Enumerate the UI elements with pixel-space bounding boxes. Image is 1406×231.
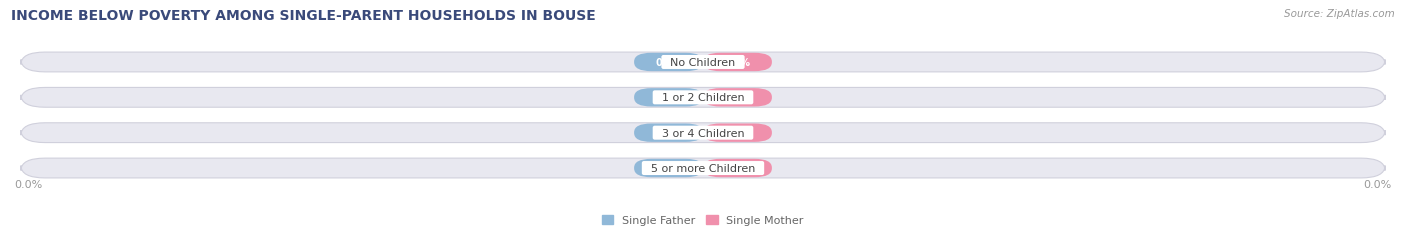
FancyBboxPatch shape: [21, 53, 1385, 73]
Text: No Children: No Children: [664, 58, 742, 68]
FancyBboxPatch shape: [634, 124, 703, 142]
FancyBboxPatch shape: [703, 124, 772, 142]
Text: 0.0%: 0.0%: [724, 163, 751, 173]
FancyBboxPatch shape: [703, 159, 772, 177]
Text: 0.0%: 0.0%: [1364, 179, 1392, 189]
Text: INCOME BELOW POVERTY AMONG SINGLE-PARENT HOUSEHOLDS IN BOUSE: INCOME BELOW POVERTY AMONG SINGLE-PARENT…: [11, 9, 596, 23]
FancyBboxPatch shape: [703, 89, 772, 107]
FancyBboxPatch shape: [634, 159, 703, 177]
Text: 0.0%: 0.0%: [724, 58, 751, 68]
FancyBboxPatch shape: [21, 123, 1385, 143]
Text: 0.0%: 0.0%: [724, 128, 751, 138]
Text: 0.0%: 0.0%: [655, 163, 682, 173]
Text: Source: ZipAtlas.com: Source: ZipAtlas.com: [1284, 9, 1395, 19]
Text: 0.0%: 0.0%: [655, 58, 682, 68]
FancyBboxPatch shape: [21, 88, 1385, 108]
Text: 3 or 4 Children: 3 or 4 Children: [655, 128, 751, 138]
Text: 0.0%: 0.0%: [655, 128, 682, 138]
Text: 0.0%: 0.0%: [655, 93, 682, 103]
Text: 0.0%: 0.0%: [724, 93, 751, 103]
FancyBboxPatch shape: [634, 89, 703, 107]
Text: 1 or 2 Children: 1 or 2 Children: [655, 93, 751, 103]
FancyBboxPatch shape: [634, 54, 703, 72]
FancyBboxPatch shape: [21, 158, 1385, 178]
Text: 5 or more Children: 5 or more Children: [644, 163, 762, 173]
FancyBboxPatch shape: [703, 54, 772, 72]
Text: 0.0%: 0.0%: [14, 179, 42, 189]
Legend: Single Father, Single Mother: Single Father, Single Mother: [602, 215, 804, 225]
